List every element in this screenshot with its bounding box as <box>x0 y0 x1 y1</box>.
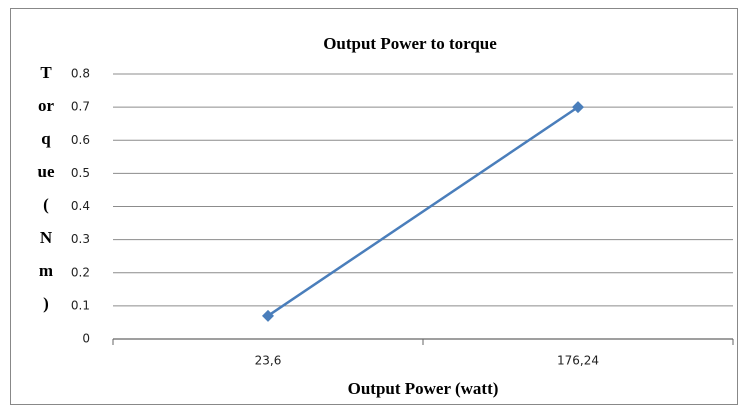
y-tick-label: 0.6 <box>71 133 90 147</box>
y-axis-label: ue <box>38 162 55 181</box>
y-tick-label: 0.5 <box>71 166 90 180</box>
y-tick-label: 0.1 <box>71 298 90 312</box>
y-tick-label: 0.8 <box>71 67 90 81</box>
x-axis-label: Output Power (watt) <box>348 379 499 398</box>
y-axis-label: m <box>39 261 53 280</box>
x-tick-label: 176,24 <box>557 354 599 368</box>
y-axis-label: q <box>41 129 51 148</box>
chart-title: Output Power to torque <box>323 34 497 53</box>
data-point <box>262 309 274 322</box>
y-tick-label: 0.2 <box>71 265 90 279</box>
y-axis-label: or <box>38 96 55 115</box>
y-tick-label: 0.3 <box>71 232 90 246</box>
y-tick-label: 0.4 <box>71 199 90 213</box>
y-tick-label: 0 <box>82 332 90 346</box>
x-tick-label: 23,6 <box>255 354 282 368</box>
y-axis-label: T <box>40 63 52 82</box>
y-tick-label: 0.7 <box>71 100 90 114</box>
y-axis-label: ) <box>43 294 49 313</box>
data-line <box>267 106 579 317</box>
data-point <box>572 101 584 114</box>
y-axis-label: ( <box>43 195 49 214</box>
y-axis-label: N <box>40 228 53 247</box>
